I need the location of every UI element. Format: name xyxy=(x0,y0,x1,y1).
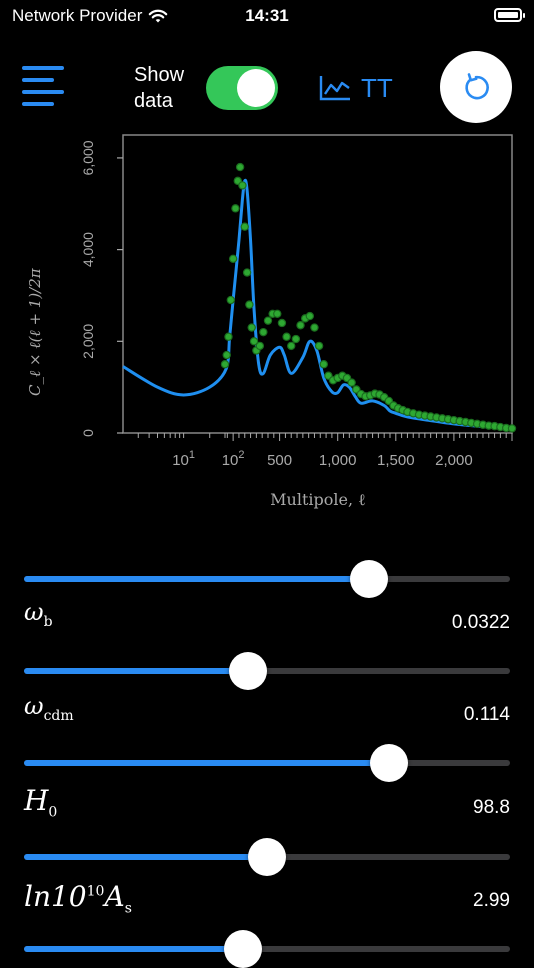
parameter-slider[interactable] xyxy=(24,560,510,598)
x-tick-label: 2,000 xyxy=(435,452,473,469)
slider-thumb[interactable] xyxy=(350,560,389,598)
y-axis-ticks: 0 2,000 4,000 6,000 xyxy=(80,140,123,437)
data-point xyxy=(235,162,245,172)
show-data-label: Show data xyxy=(134,62,194,114)
data-point xyxy=(245,300,254,309)
y-axis-label: C_ℓ × ℓ(ℓ + 1)/2π xyxy=(26,267,44,396)
carrier-label: Network Provider xyxy=(12,6,143,25)
data-point xyxy=(507,424,517,433)
x-tick-label: 1,000 xyxy=(319,452,357,469)
data-point xyxy=(238,181,247,190)
theory-curve-path xyxy=(122,178,513,430)
slider-thumb[interactable] xyxy=(228,652,267,690)
slider-fill xyxy=(24,854,267,860)
spectrum-label: TT xyxy=(361,72,393,103)
parameter-value: 0.114 xyxy=(463,704,510,725)
wifi-icon xyxy=(149,9,168,22)
slider-thumb[interactable] xyxy=(369,744,408,782)
slider-fill xyxy=(24,946,243,952)
slider-thumb[interactable] xyxy=(223,930,262,968)
x-axis-label: Multipole, ℓ xyxy=(270,490,366,509)
parameter-value: 2.99 xyxy=(473,890,510,911)
data-point xyxy=(224,332,233,341)
data-point xyxy=(255,341,265,351)
data-point xyxy=(287,341,296,351)
reset-button[interactable] xyxy=(440,51,512,123)
battery-level xyxy=(498,12,518,18)
data-point xyxy=(263,316,273,325)
toggle-knob xyxy=(237,69,275,107)
data-point xyxy=(259,327,268,337)
parameter-value: 0.0322 xyxy=(451,612,510,633)
y-tick-label: 6,000 xyxy=(80,140,96,175)
data-point xyxy=(242,268,252,277)
data-point xyxy=(247,323,256,332)
slider-fill xyxy=(24,668,248,674)
line-chart-icon xyxy=(319,76,350,101)
parameter-label: ln1010As xyxy=(24,880,132,917)
x-tick-label: 102 xyxy=(222,449,245,469)
y-tick-label: 2,000 xyxy=(80,324,96,359)
data-point xyxy=(249,337,259,346)
status-bar: Network Provider 14:31 xyxy=(0,0,534,34)
show-data-label-line2: data xyxy=(134,90,173,112)
status-time: 14:31 xyxy=(245,6,289,25)
data-point xyxy=(222,350,231,360)
data-point xyxy=(296,321,305,330)
show-data-label-line1: Show xyxy=(134,64,185,86)
data-point xyxy=(314,341,324,351)
data-point xyxy=(305,311,315,321)
slider-thumb[interactable] xyxy=(248,838,286,876)
show-data-toggle[interactable] xyxy=(206,66,278,110)
spectrum-selector-button[interactable]: TT xyxy=(319,70,393,106)
slider-fill xyxy=(24,576,370,582)
data-point xyxy=(277,318,287,328)
menu-button[interactable] xyxy=(22,64,68,110)
data-point xyxy=(228,254,238,263)
data-point xyxy=(273,309,282,318)
y-tick-label: 0 xyxy=(80,429,96,437)
data-point xyxy=(282,332,291,341)
data-point xyxy=(291,334,301,344)
status-carrier-group: Network Provider xyxy=(12,6,168,26)
x-minor-ticks xyxy=(137,433,513,441)
battery-icon xyxy=(494,8,525,22)
x-tick-label: 500 xyxy=(267,452,292,469)
data-point xyxy=(231,204,240,213)
power-spectrum-chart: 0 2,000 4,000 6,000 101 102 500 1,000 1,500 2,00… xyxy=(26,134,517,509)
parameter-value: 98.8 xyxy=(473,797,510,818)
parameter-label: ωcdm xyxy=(24,692,74,724)
x-tick-label: 101 xyxy=(172,449,195,469)
parameter-label: H0 xyxy=(24,784,58,821)
data-point xyxy=(226,295,236,305)
data-point xyxy=(220,360,230,369)
x-tick-label: 1,500 xyxy=(377,452,415,469)
y-tick-label: 4,000 xyxy=(80,232,96,267)
data-points xyxy=(220,162,517,433)
x-axis-tick-labels: 101 102 500 1,000 1,500 2,000 xyxy=(172,449,472,469)
parameter-slider[interactable] xyxy=(24,652,510,690)
data-point xyxy=(240,222,249,231)
parameter-label: ωb xyxy=(24,598,53,630)
theory-curve xyxy=(122,178,513,430)
plot-frame xyxy=(122,134,513,434)
data-point xyxy=(310,323,319,332)
slider-fill xyxy=(24,760,389,766)
data-point xyxy=(319,360,328,369)
parameter-slider[interactable] xyxy=(24,930,510,968)
data-point xyxy=(347,378,356,387)
parameter-slider[interactable] xyxy=(24,744,510,782)
parameter-slider[interactable] xyxy=(24,838,510,876)
reset-icon xyxy=(465,73,489,100)
